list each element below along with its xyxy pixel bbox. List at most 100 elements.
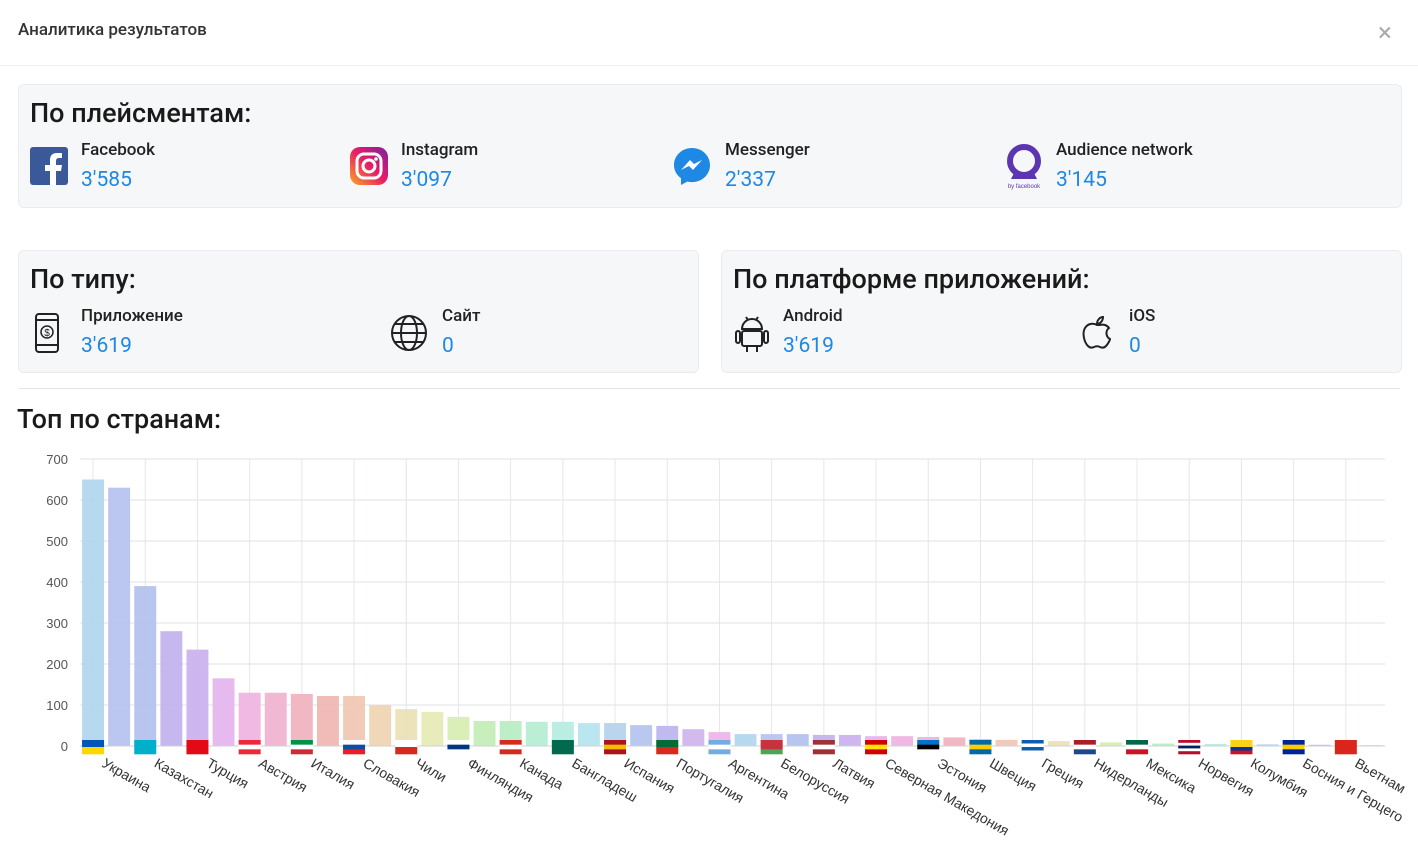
flag-stripe (447, 749, 470, 755)
flag-stripe (604, 749, 627, 755)
bar (473, 720, 496, 746)
platform-card: По платформе приложений: Android 3'619 i… (721, 250, 1402, 373)
flag-stripe (1178, 745, 1201, 749)
x-tick-label: Греция (1039, 755, 1087, 792)
flag-stripe (1282, 740, 1305, 745)
flag-stripe (1021, 743, 1044, 748)
flag-stripe (290, 740, 313, 745)
flag-stripe (238, 749, 261, 755)
flag-stripe (1230, 743, 1253, 748)
bar (212, 678, 235, 746)
placement-label: Messenger (725, 140, 810, 160)
flag-icon (447, 740, 470, 755)
flag-stripe (343, 744, 366, 750)
flag-icon (82, 740, 105, 755)
flag-stripe (760, 744, 783, 750)
flag-stripe (186, 740, 209, 748)
flag-stripe (238, 740, 261, 745)
bar (1204, 743, 1227, 746)
flag-stripe (708, 740, 731, 745)
type-card: По типу: $ Приложение 3'619 Сайт 0 (18, 250, 699, 373)
divider (0, 65, 1418, 66)
flag-stripe (1230, 747, 1253, 751)
flag-stripe (760, 740, 783, 745)
bar (264, 692, 287, 746)
flag-stripe (812, 749, 835, 755)
y-tick-label: 200 (46, 657, 68, 672)
flag-icon (290, 740, 313, 755)
flag-icon (812, 740, 835, 755)
flag-icon (604, 740, 627, 755)
placement-label: Audience network (1056, 140, 1193, 160)
apple-icon (1082, 315, 1112, 349)
app-icon: $ (35, 313, 59, 353)
x-tick-label: Швеция (987, 755, 1039, 795)
bar (1308, 744, 1331, 746)
y-tick-label: 100 (46, 698, 68, 713)
flag-stripe (708, 749, 731, 755)
flag-stripe (447, 740, 470, 745)
modal-title: Аналитика результатов (18, 20, 207, 40)
bar (421, 711, 444, 746)
flag-icon (1073, 740, 1096, 755)
platform-value: 0 (1129, 334, 1141, 358)
card-title: По типу: (30, 263, 136, 295)
flag-stripe (969, 740, 992, 745)
android-icon (735, 316, 769, 352)
flag-icon (1021, 740, 1044, 755)
flag-stripe (1178, 742, 1201, 746)
y-tick-label: 600 (46, 493, 68, 508)
bar (525, 721, 548, 746)
flag-stripe (1126, 749, 1149, 755)
flag-stripe (1178, 751, 1201, 755)
flag-icon (238, 740, 261, 755)
bar (1047, 741, 1070, 746)
bar (734, 734, 757, 746)
flag-stripe (1021, 750, 1044, 755)
svg-text:$: $ (44, 328, 50, 339)
flag-stripe (82, 747, 105, 755)
bar (186, 649, 209, 746)
audience-network-icon: by facebook (1007, 144, 1041, 190)
flag-icon (551, 740, 574, 755)
flag-stripe (812, 744, 835, 750)
flag-stripe (708, 744, 731, 750)
flag-stripe (760, 749, 783, 755)
flag-stripe (865, 740, 888, 745)
divider (18, 388, 1400, 389)
flag-stripe (343, 740, 366, 745)
flag-icon (1282, 740, 1305, 755)
close-button[interactable]: × (1378, 18, 1392, 48)
flag-stripe (656, 740, 679, 748)
placement-value: 2'337 (725, 168, 776, 192)
flag-icon (708, 740, 731, 755)
web-icon (391, 315, 427, 351)
flag-icon (1126, 740, 1149, 755)
y-tick-label: 500 (46, 534, 68, 549)
flag-stripe (656, 747, 679, 755)
y-tick-label: 0 (61, 739, 68, 754)
flag-stripe (1021, 740, 1044, 744)
x-tick-label: Словакия (361, 755, 423, 800)
flag-stripe (812, 740, 835, 745)
flag-icon (186, 740, 209, 755)
flag-stripe (82, 740, 105, 748)
flag-stripe (1178, 740, 1201, 744)
bar (108, 487, 131, 746)
flag-stripe (604, 740, 627, 745)
bar (1099, 742, 1122, 746)
flag-stripe (1073, 749, 1096, 755)
bar (134, 586, 157, 746)
placement-label: Facebook (81, 140, 155, 160)
flag-stripe (499, 740, 522, 745)
platform-label: iOS (1129, 306, 1156, 326)
flag-icon (1178, 740, 1201, 755)
svg-text:by facebook: by facebook (1008, 184, 1041, 190)
flag-stripe (1073, 744, 1096, 750)
flag-icon (1230, 740, 1253, 755)
x-tick-label: Норвегия (1196, 755, 1257, 799)
placement-value: 3'097 (401, 168, 452, 192)
x-tick-label: Колумбия (1248, 755, 1311, 801)
bar (943, 737, 966, 746)
